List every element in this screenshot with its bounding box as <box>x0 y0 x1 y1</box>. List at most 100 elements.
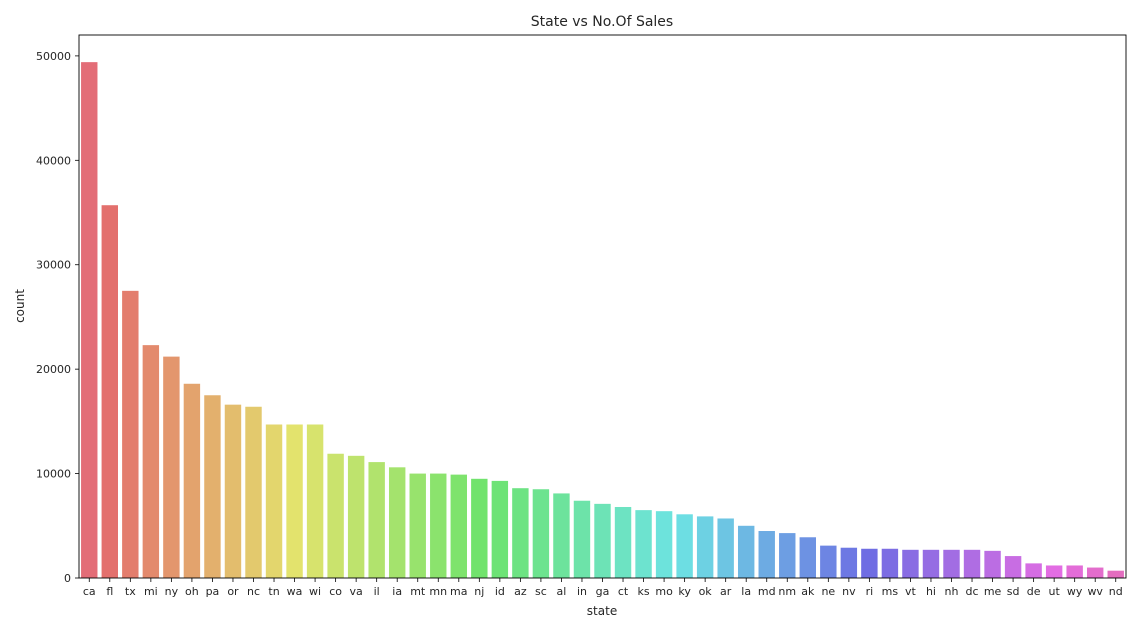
bar-in <box>573 500 591 578</box>
bar-az <box>512 488 529 578</box>
bar-vt <box>902 549 919 578</box>
x-axis: ca fl tx mi ny oh pa or nc tn wa wi co va il ia mt mn ma nj… <box>83 578 1123 598</box>
x-tick-label-ma: ma <box>450 585 467 598</box>
bar-ut <box>1045 565 1063 578</box>
x-tick-label-ut: ut <box>1048 585 1060 598</box>
bar-il <box>368 462 385 578</box>
bar-wy <box>1066 565 1083 578</box>
x-tick-label-sc: sc <box>535 585 547 598</box>
bar-mn <box>430 473 447 578</box>
bar-ms <box>881 548 899 578</box>
bar-wv <box>1086 567 1104 578</box>
y-axis-title: count <box>13 289 27 323</box>
x-tick-label-wy: wy <box>1067 585 1083 598</box>
bar-ma <box>450 474 467 578</box>
x-tick-label-nv: nv <box>842 585 856 598</box>
x-tick-label-ct: ct <box>618 585 629 598</box>
x-tick-label-ks: ks <box>638 585 650 598</box>
y-axis: 0 10000 20000 30000 40000 50000 <box>36 50 79 585</box>
y-tick-label: 30000 <box>36 259 71 272</box>
bar-al <box>553 493 570 578</box>
x-tick-label-wv: wv <box>1087 585 1103 598</box>
x-tick-label-me: me <box>984 585 1002 598</box>
x-tick-label-tn: tn <box>268 585 279 598</box>
x-tick-label-tx: tx <box>125 585 136 598</box>
x-tick-label-ca: ca <box>83 585 96 598</box>
y-tick-label: 10000 <box>36 468 71 481</box>
x-tick-label-nc: nc <box>247 585 260 598</box>
x-tick-label-ok: ok <box>699 585 713 598</box>
bar-wa <box>286 424 303 578</box>
x-tick-label-ar: ar <box>720 585 732 598</box>
x-tick-label-nm: nm <box>778 585 796 598</box>
bar-de <box>1025 563 1042 578</box>
bar-dc <box>963 549 981 578</box>
x-tick-label-mo: mo <box>655 585 673 598</box>
bar-hi <box>922 549 940 578</box>
x-tick-label-mn: mn <box>429 585 447 598</box>
bar-pa <box>204 395 221 578</box>
bar-mo <box>655 511 673 578</box>
bar-ok <box>696 516 714 578</box>
bar-mi <box>142 345 160 578</box>
x-tick-label-fl: fl <box>106 585 113 598</box>
x-tick-label-dc: dc <box>966 585 979 598</box>
x-tick-label-mt: mt <box>410 585 426 598</box>
x-tick-label-az: az <box>514 585 527 598</box>
x-tick-label-ak: ak <box>801 585 815 598</box>
bar-nv <box>840 547 858 578</box>
x-tick-label-nd: nd <box>1109 585 1123 598</box>
x-axis-title: state <box>587 604 617 618</box>
bar-ne <box>820 545 837 578</box>
bar-va <box>347 455 365 578</box>
bar-nj <box>471 478 488 578</box>
x-tick-label-id: id <box>495 585 505 598</box>
plot-frame <box>78 34 1127 579</box>
x-tick-label-ri: ri <box>866 585 874 598</box>
bar-la <box>737 525 755 578</box>
x-tick-label-ny: ny <box>165 585 179 598</box>
bar-ct <box>614 506 632 578</box>
bar-id <box>491 480 509 578</box>
x-tick-label-co: co <box>329 585 342 598</box>
x-tick-label-al: al <box>557 585 567 598</box>
bar-nc <box>245 406 262 578</box>
x-tick-label-mi: mi <box>144 585 158 598</box>
x-tick-label-wa: wa <box>287 585 303 598</box>
x-tick-label-sd: sd <box>1007 585 1020 598</box>
bar-fl <box>101 205 118 578</box>
bar-co <box>327 453 344 578</box>
x-tick-label-ne: ne <box>821 585 835 598</box>
chart-title: State vs No.Of Sales <box>531 14 673 30</box>
bar-tx <box>122 290 139 578</box>
bar-sc <box>532 489 550 578</box>
bar-ky <box>676 514 693 578</box>
x-tick-label-hi: hi <box>926 585 936 598</box>
bar-me <box>984 550 1001 578</box>
bar-nh <box>943 549 960 578</box>
bar-tn <box>265 424 283 578</box>
x-tick-label-ga: ga <box>596 585 610 598</box>
x-tick-label-va: va <box>350 585 363 598</box>
x-tick-label-wi: wi <box>309 585 321 598</box>
bar-ar <box>717 518 734 578</box>
x-tick-label-nh: nh <box>945 585 959 598</box>
x-tick-label-ms: ms <box>882 585 899 598</box>
bar-ny <box>163 356 180 578</box>
bar-ia <box>388 467 406 578</box>
x-tick-label-in: in <box>577 585 587 598</box>
bar-ks <box>635 510 652 579</box>
bar-ri <box>861 548 878 578</box>
x-tick-label-ia: ia <box>392 585 402 598</box>
bar-wi <box>306 424 324 578</box>
bar-nm <box>779 533 796 578</box>
x-tick-label-md: md <box>758 585 776 598</box>
bar-ca <box>81 62 98 578</box>
x-tick-label-pa: pa <box>206 585 220 598</box>
bar-series <box>81 62 1124 579</box>
y-tick-label: 50000 <box>36 50 71 63</box>
x-tick-label-la: la <box>741 585 751 598</box>
y-tick-label: 20000 <box>36 363 71 376</box>
x-tick-label-de: de <box>1027 585 1041 598</box>
